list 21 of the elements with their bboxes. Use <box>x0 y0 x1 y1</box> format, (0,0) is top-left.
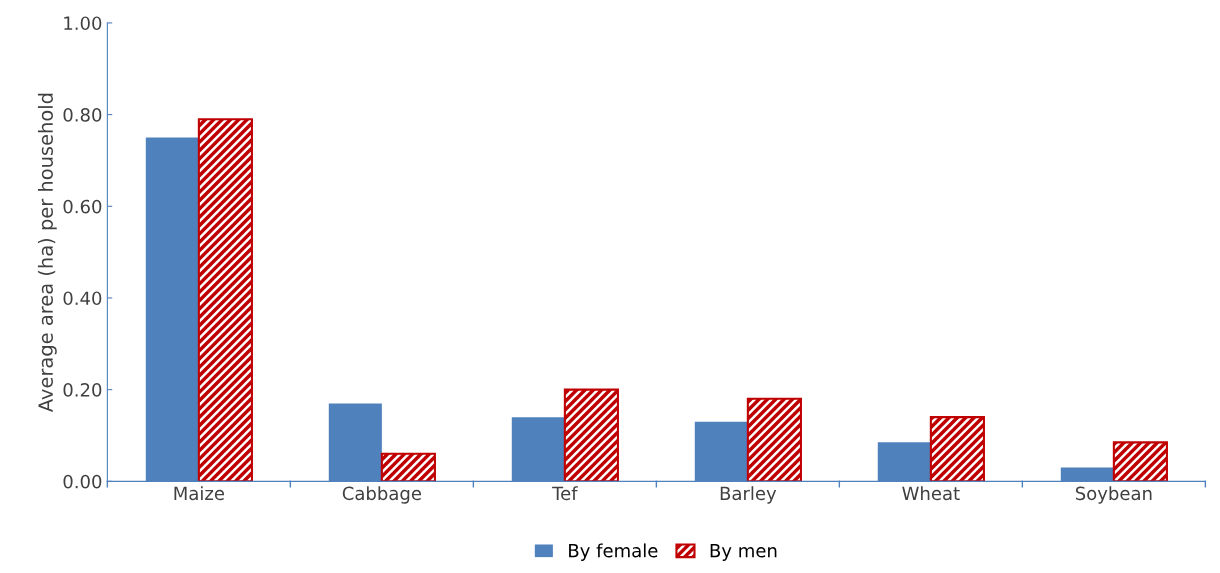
legend-label: By female <box>569 543 658 561</box>
y-tick-label: 0.00 <box>63 474 102 489</box>
y-axis-title: Average area (ha) per household <box>37 93 57 413</box>
x-tick-label: Cabbage <box>342 486 422 504</box>
bar <box>929 416 985 482</box>
bar <box>1112 441 1168 482</box>
x-tick-label: Maize <box>174 486 225 501</box>
y-tick-label: 1.00 <box>64 16 102 31</box>
x-tick-label: Wheat <box>902 486 960 501</box>
y-tick-label: 0.60 <box>63 199 102 214</box>
bar <box>563 388 619 482</box>
bar <box>197 118 253 482</box>
y-tick-label: 0.80 <box>63 108 102 122</box>
y-tick-label: 0.40 <box>63 291 102 306</box>
x-tick-label: Tef <box>552 486 578 501</box>
legend-label: By men <box>710 543 777 561</box>
bar <box>380 452 436 482</box>
x-tick-label: Barley <box>720 486 777 504</box>
x-tick-label: Soybean <box>1075 486 1152 504</box>
y-tick-label: 0.20 <box>63 383 102 397</box>
bar <box>746 397 802 482</box>
